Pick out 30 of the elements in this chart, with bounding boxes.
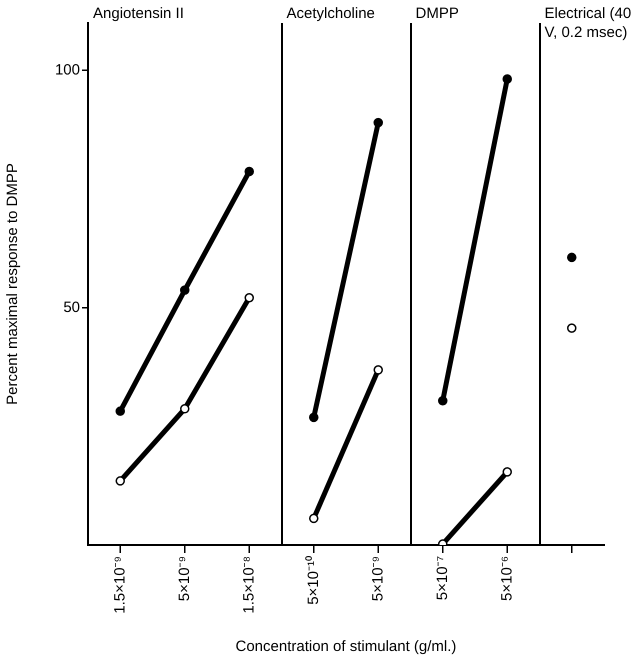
y-tick-label: 100: [54, 62, 80, 79]
point: [374, 118, 383, 128]
x-tick-label: 5×10⁻⁶: [498, 556, 516, 601]
point: [116, 406, 125, 416]
point: [244, 166, 254, 176]
x-tick-label: 5×10⁻⁷: [434, 556, 451, 600]
point: [502, 74, 512, 84]
text: DMPP: [416, 5, 459, 22]
point: [309, 514, 318, 524]
x-tick-label: 1.5×10⁻⁹: [111, 556, 128, 614]
text: Acetylcholine: [286, 5, 375, 22]
point: [116, 476, 125, 486]
y-axis-title: Percent maximal response to DMPP: [4, 163, 22, 405]
point: [502, 467, 512, 477]
x-tick-label: 5×10⁻⁹: [369, 556, 386, 602]
y-tick-label: 50: [63, 298, 80, 316]
point: [309, 412, 318, 422]
x-tick-label: 1.5×10⁻⁸: [240, 556, 258, 614]
x-tick-label: 5×10⁻⁹: [176, 556, 193, 602]
point: [567, 323, 576, 333]
point: [244, 293, 254, 303]
point: [180, 285, 190, 295]
point: [180, 404, 190, 414]
x-axis-title: Concentration of stimulant (g/ml.): [236, 638, 456, 655]
point: [374, 365, 383, 375]
annotation: Electrical (40 V, 0.2 msec): [544, 4, 632, 42]
point: [567, 252, 576, 262]
text: Angiotensin II: [93, 5, 184, 22]
point: [438, 396, 448, 406]
x-tick-label: 5×10⁻¹⁰: [304, 556, 322, 605]
